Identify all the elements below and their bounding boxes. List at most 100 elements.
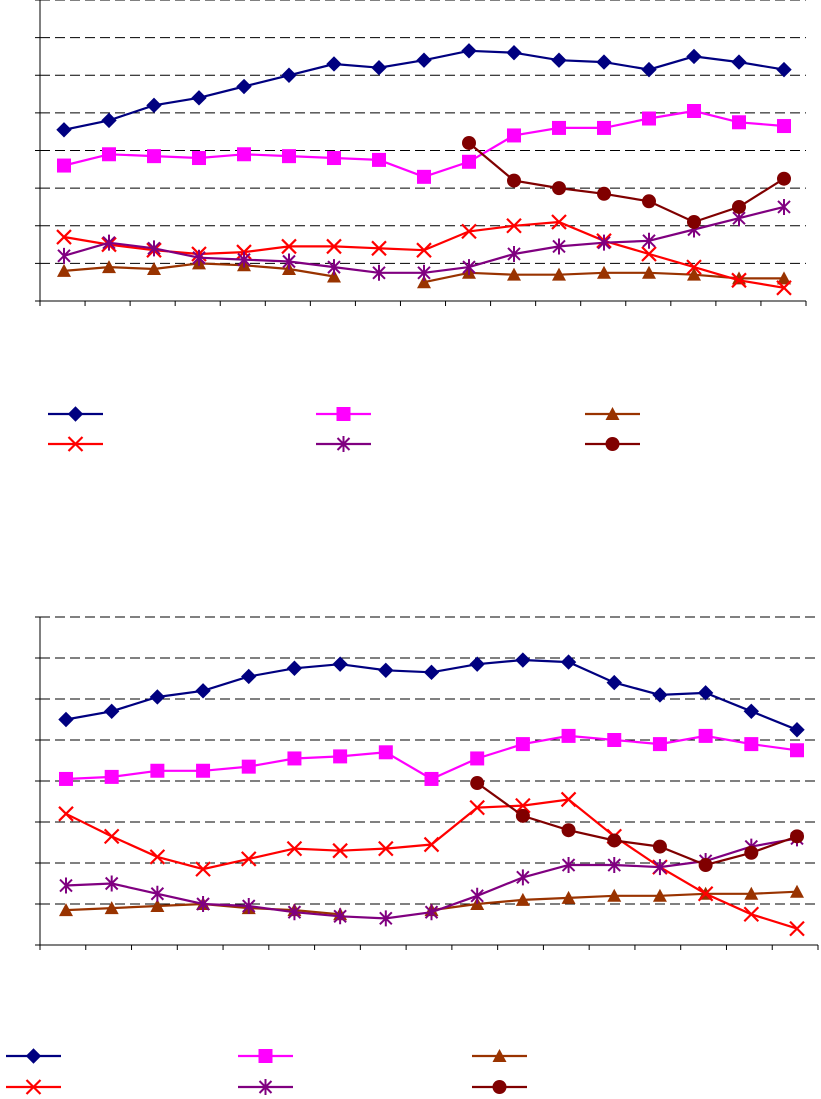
data-point	[552, 238, 566, 255]
data-point	[731, 54, 747, 70]
series-line	[476, 782, 798, 867]
data-point	[561, 857, 576, 874]
data-point	[461, 223, 477, 240]
legend-marker	[67, 436, 84, 452]
data-point	[686, 48, 702, 65]
data-point	[506, 44, 522, 61]
data-point	[242, 898, 256, 915]
series-2	[57, 103, 791, 184]
data-point	[327, 269, 341, 283]
data-point	[286, 660, 303, 676]
data-point	[372, 152, 386, 167]
legend-marker	[258, 1079, 273, 1095]
data-point	[378, 662, 394, 679]
data-point	[58, 806, 74, 822]
data-point	[641, 61, 657, 78]
data-point	[607, 733, 622, 747]
series-6	[462, 135, 791, 229]
data-point	[552, 267, 566, 281]
legend-marker	[492, 1049, 507, 1062]
legend	[6, 1048, 527, 1095]
data-point	[607, 833, 622, 848]
data-point	[416, 242, 432, 258]
data-point	[597, 265, 611, 279]
data-point	[687, 267, 701, 281]
data-point	[423, 664, 440, 681]
data-point	[462, 259, 476, 276]
data-point	[196, 763, 211, 778]
data-point	[101, 112, 117, 129]
data-point	[424, 904, 439, 921]
data-point	[417, 169, 431, 184]
data-point	[561, 823, 576, 838]
axes	[35, 616, 819, 950]
data-point	[372, 264, 386, 281]
data-point	[652, 737, 667, 752]
data-point	[326, 56, 342, 72]
axes	[35, 0, 807, 306]
legend-item	[585, 437, 640, 451]
data-point	[282, 253, 296, 270]
data-point	[561, 728, 576, 743]
data-point	[327, 151, 341, 166]
data-point	[732, 199, 746, 214]
data-point	[191, 90, 207, 106]
data-point	[515, 808, 530, 823]
data-point	[102, 260, 116, 274]
data-point	[103, 828, 120, 845]
data-point	[507, 267, 521, 281]
data-point	[606, 674, 622, 691]
data-point	[371, 60, 387, 76]
data-point	[698, 858, 713, 873]
data-point	[237, 147, 251, 162]
data-point	[192, 249, 206, 266]
data-point	[287, 904, 302, 921]
data-point	[652, 888, 667, 902]
data-point	[790, 829, 804, 844]
data-point	[150, 763, 165, 778]
data-point	[607, 857, 621, 874]
data-point	[57, 158, 71, 173]
legend-item	[48, 406, 103, 422]
data-point	[652, 839, 667, 854]
data-point	[642, 194, 656, 209]
data-point	[56, 229, 72, 245]
data-point	[236, 78, 252, 95]
legend-item	[6, 1048, 61, 1064]
legend-item	[6, 1079, 61, 1095]
series-1	[58, 652, 805, 738]
legend-marker	[25, 1048, 42, 1064]
data-point	[653, 859, 667, 876]
data-point	[506, 217, 522, 234]
data-point	[378, 840, 394, 857]
data-point	[560, 654, 577, 670]
data-point	[732, 115, 746, 130]
data-point	[192, 151, 206, 166]
data-point	[59, 877, 73, 894]
data-point	[597, 120, 611, 135]
series-5	[57, 198, 791, 281]
data-point	[282, 149, 296, 164]
data-point	[237, 251, 251, 268]
series-1	[56, 43, 792, 138]
legend-marker	[67, 406, 84, 422]
data-point	[515, 892, 530, 906]
data-point	[642, 265, 656, 279]
legend-item	[316, 436, 371, 452]
data-point	[507, 173, 521, 188]
legend-item	[316, 407, 371, 421]
legend-item	[238, 1049, 293, 1063]
data-point	[744, 886, 759, 900]
data-point	[552, 120, 566, 135]
data-point	[424, 771, 439, 786]
legend-marker	[336, 407, 351, 421]
data-point	[686, 259, 702, 275]
data-point	[417, 264, 431, 281]
data-point	[515, 737, 530, 752]
data-point	[147, 240, 161, 257]
data-point	[470, 776, 485, 791]
data-point	[287, 751, 302, 766]
data-point	[687, 103, 701, 118]
data-point	[241, 668, 257, 685]
